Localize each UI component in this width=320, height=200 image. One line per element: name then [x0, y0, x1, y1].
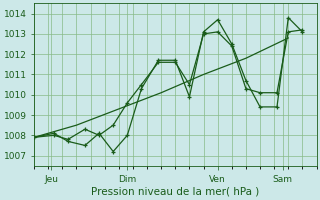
X-axis label: Pression niveau de la mer( hPa ): Pression niveau de la mer( hPa ) [91, 187, 260, 197]
